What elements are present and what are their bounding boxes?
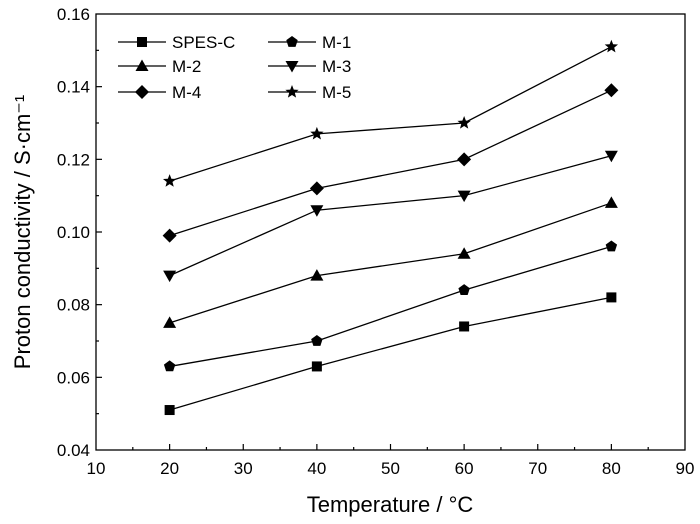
legend-entry: M-4 <box>118 83 201 102</box>
pentagon-marker <box>458 284 470 295</box>
diamond-marker <box>457 152 472 167</box>
star-marker <box>604 39 619 53</box>
square-marker <box>164 405 175 416</box>
star-marker <box>285 85 299 98</box>
square-marker <box>459 321 470 332</box>
triangle-down-marker <box>310 205 324 217</box>
pentagon-marker <box>286 36 298 47</box>
triangle-up-marker <box>604 196 618 208</box>
series-m-5 <box>162 39 619 187</box>
triangle-up-marker <box>310 269 324 281</box>
star-marker <box>457 116 471 129</box>
triangle-up-marker <box>135 59 149 71</box>
pentagon-marker <box>163 360 176 372</box>
x-tick-label: 80 <box>602 459 621 478</box>
series-layer <box>162 39 619 416</box>
square-marker <box>137 37 147 47</box>
pentagon-marker <box>311 335 323 346</box>
triangle-down-marker <box>285 61 299 73</box>
x-tick-label: 30 <box>234 459 253 478</box>
pentagon-marker <box>605 240 618 252</box>
triangle-up-marker <box>457 247 471 259</box>
diamond-marker <box>162 228 177 243</box>
plot-frame <box>95 13 686 451</box>
y-tick-label: 0.12 <box>57 150 90 169</box>
tick-labels: 10 20 30 40 50 60 70 80 90 0.04 0.06 0.08 0.10 0.12 0.… <box>57 5 695 478</box>
triangle-up-marker <box>163 316 177 328</box>
y-axis-title: Proton conductivity / S·cm⁻¹ <box>10 95 35 369</box>
legend-entry: M-1 <box>268 33 351 52</box>
x-tick-label: 90 <box>676 459 695 478</box>
x-tick-label: 40 <box>307 459 326 478</box>
triangle-down-marker <box>604 150 618 163</box>
y-tick-label: 0.08 <box>57 296 90 315</box>
legend-label: M-4 <box>172 83 201 102</box>
y-tick-label: 0.04 <box>57 441 90 460</box>
y-tick-label: 0.16 <box>57 5 90 24</box>
series-m-4 <box>162 83 619 243</box>
series-line <box>169 296 612 411</box>
square-marker <box>311 361 322 372</box>
series-line <box>169 245 612 368</box>
triangle-down-marker <box>457 190 471 203</box>
square-marker <box>606 292 617 303</box>
series-spes-c <box>164 292 617 416</box>
legend-label: M-2 <box>172 57 201 76</box>
legend-label: M-5 <box>322 83 351 102</box>
legend-label: SPES-C <box>172 33 235 52</box>
y-tick-label: 0.06 <box>57 368 90 387</box>
triangle-down-marker <box>163 270 177 283</box>
legend-entry: M-5 <box>268 83 351 102</box>
legend-entry: SPES-C <box>118 33 235 52</box>
legend-entry: M-3 <box>268 57 351 76</box>
legend: SPES-C M-1 M-2 M-3 M-4 M-5 <box>118 33 351 102</box>
series-m-1 <box>163 240 618 372</box>
legend-label: M-1 <box>322 33 351 52</box>
series-line <box>169 155 612 277</box>
x-tick-label: 70 <box>528 459 547 478</box>
series-m-2 <box>163 196 618 328</box>
series-line <box>169 89 612 237</box>
y-tick-label: 0.14 <box>57 78 90 97</box>
series-line <box>169 46 612 182</box>
axis-ticks <box>96 49 649 450</box>
series-m-3 <box>163 150 618 283</box>
series-line <box>169 202 612 324</box>
x-tick-label: 20 <box>160 459 179 478</box>
y-tick-label: 0.10 <box>57 223 90 242</box>
legend-entry: M-2 <box>118 57 201 76</box>
star-marker <box>162 174 177 187</box>
star-marker <box>310 126 324 140</box>
diamond-marker <box>135 85 149 99</box>
x-tick-label: 50 <box>381 459 400 478</box>
diamond-marker <box>604 83 619 98</box>
x-axis-title: Temperature / °C <box>307 492 474 517</box>
x-tick-label: 10 <box>87 459 106 478</box>
legend-label: M-3 <box>322 57 351 76</box>
x-tick-label: 60 <box>455 459 474 478</box>
diamond-marker <box>309 181 324 196</box>
